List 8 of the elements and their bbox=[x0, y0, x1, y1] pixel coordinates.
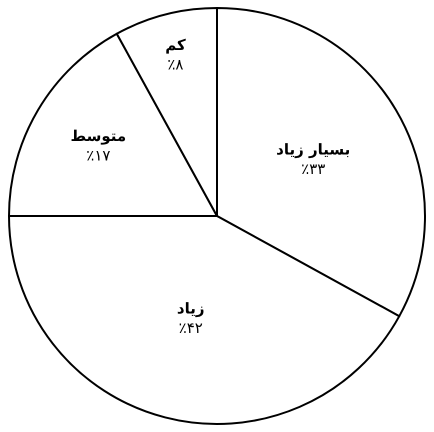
data-label: ٪۴۲ bbox=[178, 319, 203, 338]
data-label: ٪۳۳ bbox=[301, 160, 326, 178]
slice-label: متوسط bbox=[70, 127, 126, 146]
slice-label: کم bbox=[165, 36, 186, 54]
data-label: ٪۸ bbox=[167, 55, 184, 74]
slice-label: بسیار زیاد bbox=[276, 140, 350, 158]
data-label: ٪۱۷ bbox=[86, 146, 110, 165]
slice-label: زیاد bbox=[176, 300, 205, 318]
